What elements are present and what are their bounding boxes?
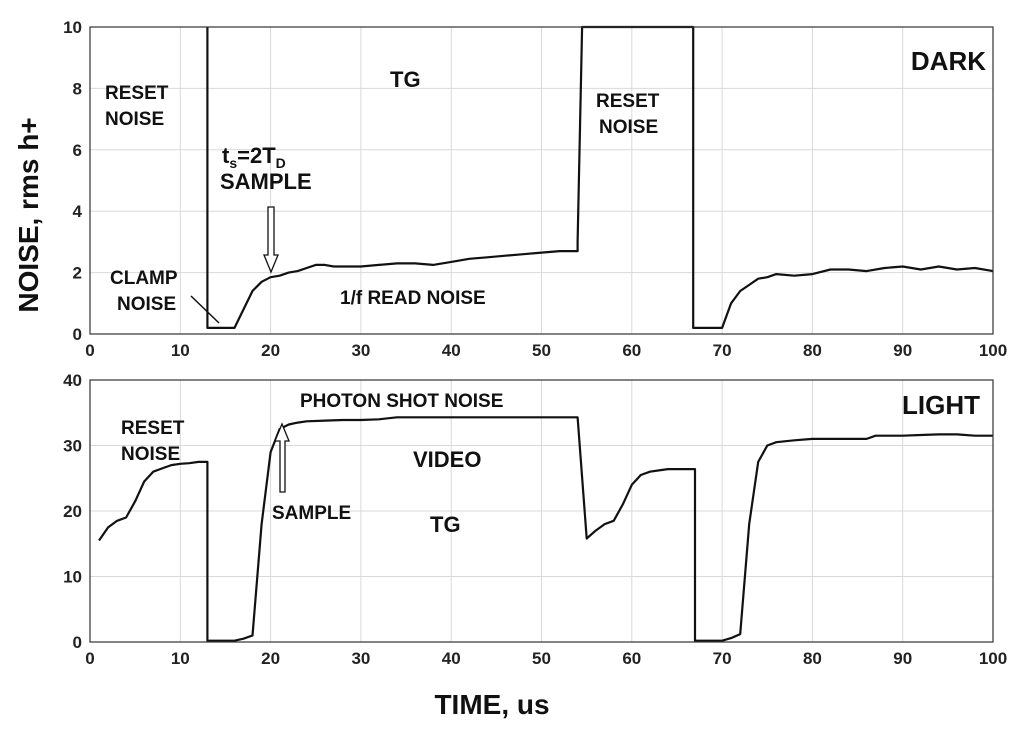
light-x-tick-label: 30 (351, 649, 370, 668)
svg-text:ts=2TD: ts=2TD (222, 143, 286, 171)
light-photon-shot-noise-label: PHOTON SHOT NOISE (300, 391, 503, 412)
ts-eq: =2T (237, 143, 276, 168)
dark-x-tick-label: 30 (351, 341, 370, 360)
dark-x-tick-label: 40 (442, 341, 461, 360)
light-x-tick-label: 70 (713, 649, 732, 668)
dark-y-tick-label: 10 (63, 18, 82, 37)
dark-y-tick-label: 4 (73, 202, 83, 221)
light-y-tick-label: 30 (63, 437, 82, 456)
dark-noise-trace (206, 25, 994, 329)
light-sample-arrow (274, 422, 290, 493)
light-reset-noise-line1: RESET (121, 418, 185, 439)
x-axis-label: TIME, us (434, 689, 549, 720)
ts-sub-s: s (229, 155, 237, 171)
light-reset-noise-line2: NOISE (121, 444, 180, 465)
light-x-tick-label: 40 (442, 649, 461, 668)
dark-panel-title: DARK (911, 46, 986, 76)
dark-sample-arrow (263, 206, 279, 274)
light-x-tick-label: 0 (85, 649, 94, 668)
light-sample-label: SAMPLE (272, 503, 351, 524)
dark-x-tick-label: 20 (261, 341, 280, 360)
light-x-tick-label: 90 (893, 649, 912, 668)
light-x-tick-label: 80 (803, 649, 822, 668)
dark-plot-frame (89, 26, 994, 335)
light-x-tick-label: 10 (171, 649, 190, 668)
dark-panel: 0 10 20 30 40 50 60 70 80 90 100 0 2 4 6 8 10 DARK RESET… (63, 18, 1007, 360)
dark-read-noise-label: 1/f READ NOISE (340, 288, 486, 309)
dark-x-tick-label: 70 (713, 341, 732, 360)
light-x-tick-label: 100 (979, 649, 1007, 668)
dark-x-tick-label: 50 (532, 341, 551, 360)
dark-sample-label: SAMPLE (220, 169, 312, 194)
ts-sub-d: D (276, 155, 286, 171)
light-noise-trace (98, 416, 993, 642)
dark-y-tick-label: 0 (73, 325, 82, 344)
dark-reset-noise-left-line1: RESET (105, 83, 169, 104)
light-panel: 0 10 20 30 40 50 60 70 80 90 100 0 10 20 30 40 LIGHT RE… (63, 371, 1007, 668)
dark-reset-noise-right-line2: NOISE (599, 117, 658, 138)
light-tick-labels: 0 10 20 30 40 50 60 70 80 90 100 0 10 20 30 40 (63, 371, 1007, 668)
dark-tg-label: TG (390, 67, 421, 92)
dark-tick-labels: 0 10 20 30 40 50 60 70 80 90 100 0 2 4 6 8 10 (63, 18, 1007, 360)
light-tg-label: TG (430, 512, 461, 537)
dark-x-tick-label: 10 (171, 341, 190, 360)
dark-ts-label: ts=2TD (222, 143, 286, 171)
light-grid (89, 379, 994, 643)
dark-x-tick-label: 90 (893, 341, 912, 360)
dark-clamp-noise-line2: NOISE (117, 294, 176, 315)
light-y-tick-label: 0 (73, 633, 82, 652)
dark-x-tick-label: 60 (622, 341, 641, 360)
light-y-tick-label: 20 (63, 502, 82, 521)
dark-y-tick-label: 6 (73, 141, 82, 160)
light-x-tick-label: 20 (261, 649, 280, 668)
light-video-label: VIDEO (413, 447, 481, 472)
y-axis-label: NOISE, rms h+ (13, 117, 44, 312)
dark-x-tick-label: 0 (85, 341, 94, 360)
ts-t: t (222, 143, 230, 168)
light-x-tick-label: 60 (622, 649, 641, 668)
dark-y-tick-label: 2 (73, 264, 82, 283)
dark-clamp-pointer (190, 295, 220, 324)
dark-x-tick-label: 100 (979, 341, 1007, 360)
light-plot-frame (89, 379, 994, 643)
light-x-tick-label: 50 (532, 649, 551, 668)
light-y-tick-label: 10 (63, 568, 82, 587)
dark-reset-noise-right-line1: RESET (596, 91, 660, 112)
dark-reset-noise-left-line2: NOISE (105, 109, 164, 130)
dark-y-tick-label: 8 (73, 79, 82, 98)
light-panel-title: LIGHT (902, 390, 980, 420)
dark-clamp-noise-line1: CLAMP (110, 268, 178, 289)
light-y-tick-label: 40 (63, 371, 82, 390)
dark-x-tick-label: 80 (803, 341, 822, 360)
